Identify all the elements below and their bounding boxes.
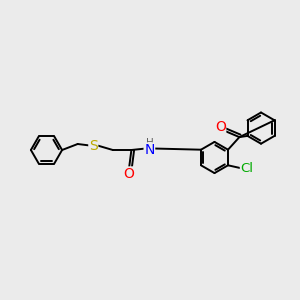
Text: Cl: Cl [240, 162, 254, 175]
Text: O: O [215, 120, 226, 134]
Text: N: N [144, 143, 154, 157]
Text: O: O [124, 167, 134, 181]
Text: S: S [89, 139, 98, 152]
Text: H: H [146, 138, 153, 148]
